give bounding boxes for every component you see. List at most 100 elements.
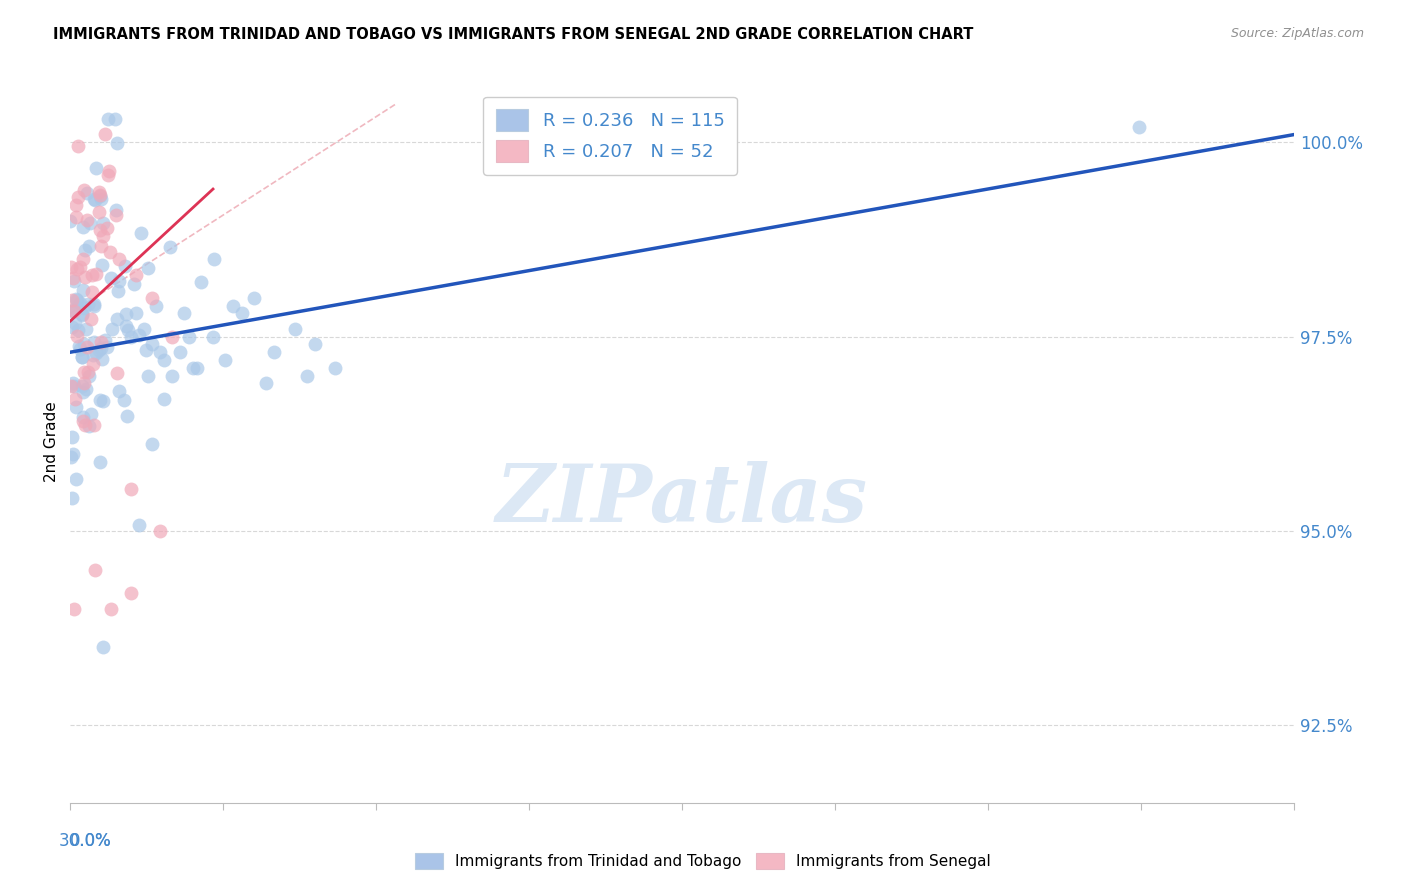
Point [115, 319, 138, 334]
Point [66, 322, 89, 336]
Point [73, 376, 96, 390]
Point [93, 333, 115, 347]
Point [65, 292, 87, 306]
Text: Source: ZipAtlas.com: Source: ZipAtlas.com [1230, 27, 1364, 40]
Point [105, 312, 128, 326]
Point [62, 379, 84, 393]
Point [63, 392, 86, 406]
Point [135, 343, 157, 358]
Point [65, 210, 87, 224]
Point [295, 368, 318, 383]
Point [202, 329, 225, 343]
Point [162, 329, 183, 343]
Point [141, 436, 163, 450]
Point [62, 271, 84, 285]
Point [117, 409, 139, 424]
Legend: Immigrants from Trinidad and Tobago, Immigrants from Senegal: Immigrants from Trinidad and Tobago, Imm… [409, 847, 997, 875]
Point [98, 164, 121, 178]
Point [90, 351, 112, 366]
Point [100, 270, 122, 285]
Point [67, 190, 90, 204]
Point [97, 112, 120, 127]
Point [62, 376, 84, 390]
Point [114, 260, 136, 274]
Point [107, 285, 129, 299]
Point [79, 408, 103, 422]
Point [63, 304, 86, 318]
Point [83, 563, 105, 577]
Point [107, 274, 129, 288]
Point [98, 245, 121, 260]
Point [60, 430, 83, 444]
Point [60, 260, 83, 274]
Point [83, 297, 105, 311]
Point [128, 517, 150, 532]
Point [77, 365, 100, 379]
Point [79, 311, 101, 326]
Point [91, 216, 114, 230]
Point [83, 299, 105, 313]
Point [72, 283, 94, 297]
Point [97, 168, 120, 182]
Point [87, 205, 110, 219]
Point [284, 322, 307, 336]
Point [60, 304, 83, 318]
Point [89, 188, 111, 202]
Point [70, 350, 93, 364]
Point [243, 291, 266, 305]
Point [214, 353, 236, 368]
Point [186, 360, 208, 375]
Point [91, 228, 114, 243]
Point [66, 293, 89, 308]
Point [105, 202, 128, 217]
Point [91, 394, 114, 409]
Point [162, 368, 183, 383]
Point [190, 275, 212, 289]
Point [70, 378, 93, 392]
Point [89, 188, 111, 202]
Point [129, 226, 152, 240]
Point [105, 366, 128, 380]
Point [84, 345, 107, 359]
Point [87, 185, 110, 199]
Point [83, 192, 105, 206]
Point [84, 161, 107, 175]
Point [73, 337, 96, 351]
Point [89, 343, 111, 357]
Point [89, 222, 111, 236]
Point [62, 302, 84, 317]
Point [69, 342, 91, 356]
Point [73, 301, 96, 316]
Point [60, 378, 83, 392]
Point [73, 244, 96, 258]
Point [121, 586, 143, 600]
Point [90, 341, 112, 355]
Point [128, 328, 150, 343]
Point [65, 198, 87, 212]
Point [94, 127, 117, 141]
Point [75, 418, 97, 433]
Point [115, 307, 138, 321]
Point [65, 472, 87, 486]
Point [124, 268, 146, 282]
Point [82, 358, 104, 372]
Point [69, 296, 91, 310]
Point [60, 491, 83, 506]
Point [101, 321, 124, 335]
Point [91, 640, 114, 655]
Point [136, 368, 159, 383]
Point [304, 337, 326, 351]
Point [323, 360, 347, 375]
Point [77, 238, 100, 252]
Point [117, 323, 139, 337]
Point [173, 306, 195, 320]
Point [62, 447, 84, 461]
Point [63, 274, 86, 288]
Y-axis label: 2nd Grade: 2nd Grade [44, 401, 59, 482]
Point [121, 329, 143, 343]
Point [75, 382, 97, 396]
Point [141, 337, 163, 351]
Point [77, 368, 100, 383]
Text: ZIPatlas: ZIPatlas [496, 460, 868, 538]
Point [108, 384, 131, 398]
